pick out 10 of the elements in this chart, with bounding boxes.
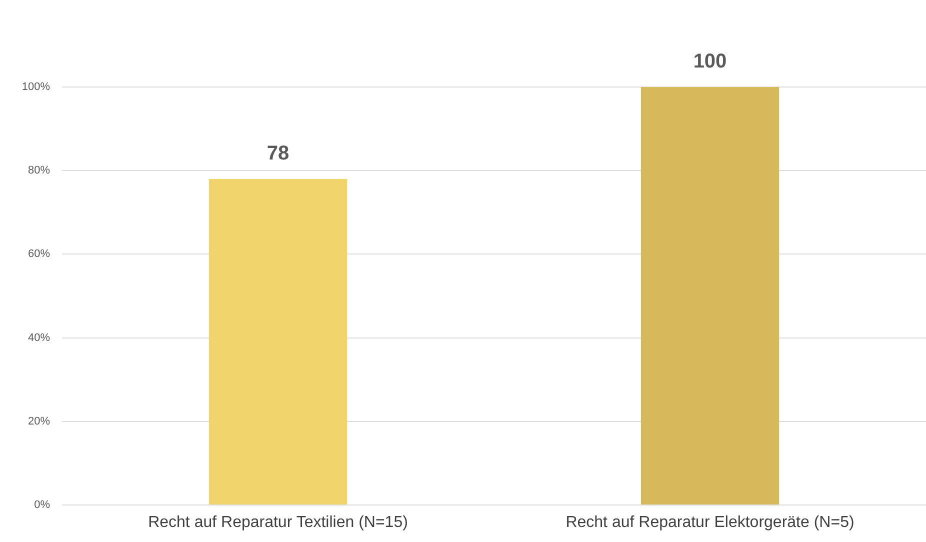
y-tick-label: 100% [22,81,50,94]
x-tick-label: Recht auf Reparatur Textilien (N=15) [148,514,408,532]
data-label: 78 [266,142,290,164]
x-tick-label: Recht auf Reparatur Elektorgeräte (N=5) [566,514,854,532]
data-label: 100 [693,50,727,73]
y-tick-label: 0% [34,499,50,512]
y-tick-label: 40% [28,332,50,344]
y-tick-label: 80% [28,164,50,177]
y-tick-label: 60% [28,248,50,260]
y-tick-label: 20% [28,415,50,428]
